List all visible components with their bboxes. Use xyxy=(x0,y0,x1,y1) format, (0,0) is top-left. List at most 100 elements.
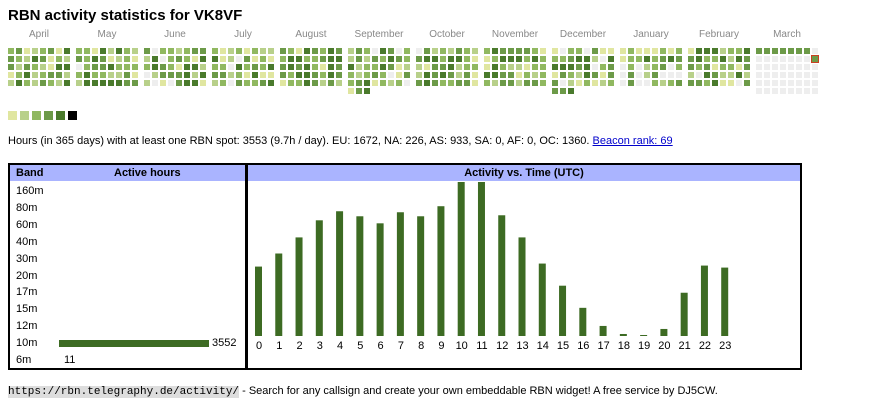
day-cell xyxy=(76,48,82,54)
day-cell xyxy=(472,72,478,78)
day-cell xyxy=(288,56,294,62)
day-cell xyxy=(228,56,234,62)
legend-swatch xyxy=(68,111,77,120)
day-cell xyxy=(696,80,702,86)
day-cell xyxy=(416,56,422,62)
day-cell xyxy=(584,72,590,78)
day-cell xyxy=(780,88,786,94)
day-cell xyxy=(192,64,198,70)
day-cell xyxy=(228,72,234,78)
day-cell xyxy=(100,64,106,70)
day-cell xyxy=(484,72,490,78)
day-cell xyxy=(24,64,30,70)
day-cell xyxy=(32,48,38,54)
activity-bar xyxy=(660,328,668,336)
day-cell xyxy=(540,56,546,62)
day-cell xyxy=(704,64,710,70)
day-cell xyxy=(540,48,546,54)
day-cell xyxy=(464,56,470,62)
band-row: 17m xyxy=(10,284,245,301)
hour-tick-label: 10 xyxy=(456,340,468,352)
day-cell xyxy=(500,56,506,62)
day-cell xyxy=(796,88,802,94)
day-cell xyxy=(64,72,70,78)
day-cell xyxy=(32,56,38,62)
day-cell xyxy=(424,56,430,62)
day-cell xyxy=(16,48,22,54)
day-cell xyxy=(540,64,546,70)
legend-swatch xyxy=(20,111,29,120)
day-cell xyxy=(288,80,294,86)
day-cell xyxy=(348,64,354,70)
day-cell xyxy=(532,48,538,54)
day-cell xyxy=(636,64,642,70)
day-cell xyxy=(756,80,762,86)
month-label: July xyxy=(234,29,252,40)
day-cell xyxy=(244,56,250,62)
activity-bar xyxy=(599,325,607,336)
band-column-header: Band xyxy=(16,167,44,179)
day-cell xyxy=(40,64,46,70)
day-cell xyxy=(712,72,718,78)
day-cell xyxy=(424,72,430,78)
day-cell xyxy=(440,48,446,54)
day-cell xyxy=(260,72,266,78)
day-cell xyxy=(532,72,538,78)
day-cell xyxy=(268,56,274,62)
day-cell xyxy=(608,72,614,78)
day-cell xyxy=(560,72,566,78)
day-cell xyxy=(184,80,190,86)
day-cell xyxy=(696,72,702,78)
day-cell xyxy=(524,72,530,78)
day-cell xyxy=(456,72,462,78)
day-cell xyxy=(192,80,198,86)
summary-text: Hours (in 365 days) with at least one RB… xyxy=(8,135,590,147)
day-cell xyxy=(336,64,342,70)
day-cell xyxy=(644,64,650,70)
activity-bar xyxy=(457,182,465,336)
day-cell xyxy=(356,64,362,70)
day-cell xyxy=(500,48,506,54)
band-row: 160m xyxy=(10,183,245,200)
day-cell xyxy=(804,88,810,94)
day-cell xyxy=(364,48,370,54)
day-cell xyxy=(696,48,702,54)
day-cell xyxy=(32,64,38,70)
day-cell xyxy=(440,64,446,70)
activity-bar xyxy=(619,333,627,336)
day-cell xyxy=(756,64,762,70)
day-cell xyxy=(764,64,770,70)
band-name: 6m xyxy=(16,354,32,366)
day-cell xyxy=(144,72,150,78)
day-cell xyxy=(152,64,158,70)
day-cell xyxy=(804,56,810,62)
day-cell xyxy=(720,56,726,62)
day-cell xyxy=(312,80,318,86)
day-cell xyxy=(124,48,130,54)
day-cell xyxy=(492,48,498,54)
day-cell xyxy=(100,56,106,62)
day-cell xyxy=(56,64,62,70)
day-cell xyxy=(464,64,470,70)
day-cell xyxy=(236,72,242,78)
day-cell xyxy=(40,72,46,78)
day-cell xyxy=(336,48,342,54)
band-row: 20m xyxy=(10,268,245,285)
day-cell xyxy=(516,64,522,70)
day-cell xyxy=(228,48,234,54)
day-cell xyxy=(788,64,794,70)
day-cell xyxy=(780,56,786,62)
beacon-rank-link[interactable]: Beacon rank: 69 xyxy=(592,135,673,147)
day-cell xyxy=(568,88,574,94)
hour-tick-label: 0 xyxy=(256,340,262,352)
day-cell xyxy=(500,64,506,70)
day-cell xyxy=(100,80,106,86)
day-cell xyxy=(472,64,478,70)
day-cell xyxy=(84,48,90,54)
day-cell xyxy=(64,48,70,54)
day-cell xyxy=(728,72,734,78)
day-cell xyxy=(628,72,634,78)
day-cell xyxy=(192,48,198,54)
day-cell xyxy=(756,88,762,94)
day-cell xyxy=(76,64,82,70)
